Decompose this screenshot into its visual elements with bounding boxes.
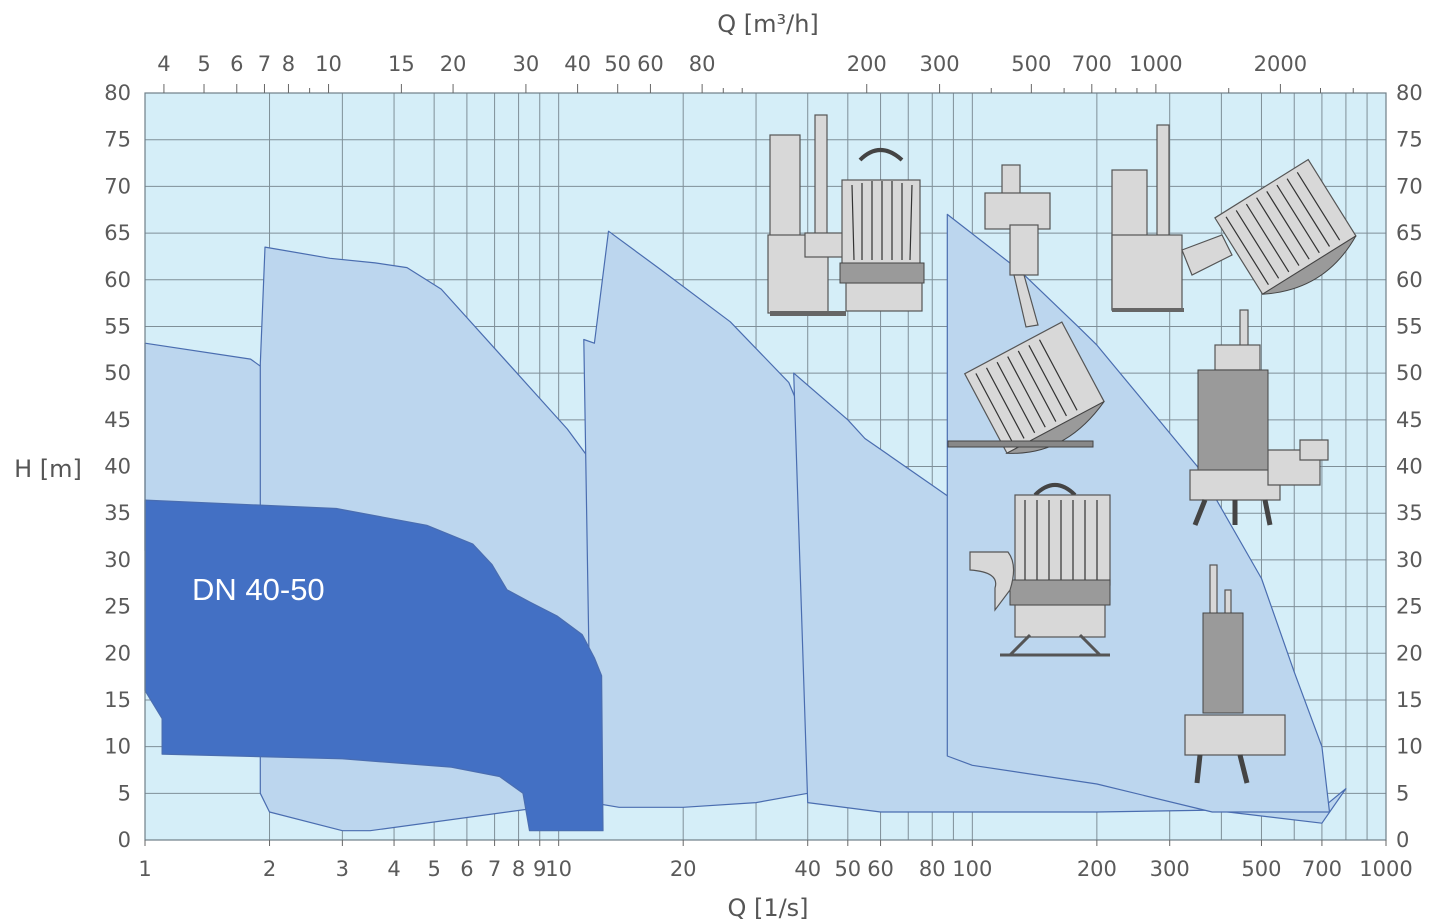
x-top-tick-label: 10 (315, 52, 342, 76)
x-bottom-tick-label: 1 (138, 857, 151, 881)
x-axis-bottom-title: Q [1/s] (727, 894, 808, 922)
plot-frame (144, 92, 1387, 841)
y-right-tick-label: 60 (1396, 268, 1423, 292)
y-left-tick-label: 5 (118, 781, 131, 805)
pump-rail-guided-icon (767, 114, 925, 316)
x-top-tick-label: 60 (637, 52, 664, 76)
y-right-tick-label: 10 (1396, 735, 1423, 759)
y-right-tick-label: 30 (1396, 548, 1423, 572)
pump-tilted-stand-icon (947, 164, 1105, 455)
x-top-tick-label: 40 (564, 52, 591, 76)
x-bottom-tick-label: 2 (263, 857, 276, 881)
x-top-tick-label: 2000 (1254, 52, 1307, 76)
x-bottom-tick-label: 80 (919, 857, 946, 881)
x-bottom-tick-label: 7 (488, 857, 501, 881)
pump-tilted-rail-icon (1111, 124, 1357, 312)
x-top-tick-label: 1000 (1129, 52, 1182, 76)
x-bottom-tick-label: 9 (533, 857, 546, 881)
x-axis-top-title: Q [m³/h] (717, 10, 819, 38)
x-bottom-tick-label: 6 (460, 857, 473, 881)
x-bottom-tick-label: 500 (1241, 857, 1281, 881)
pump-vertical-tall-icon (1189, 309, 1329, 526)
axes: 1 2 3 4 5 6 7 8 910 20 40 50 60 80 100 200 300 500 700 1000… (104, 52, 1422, 881)
y-left-tick-label: 20 (104, 641, 131, 665)
x-bottom-tick-label: 8 (512, 857, 525, 881)
y-left-tick-label: 0 (118, 828, 131, 852)
x-top-tick-label: 80 (689, 52, 716, 76)
y-right-tick-label: 0 (1396, 828, 1409, 852)
y-right-tick-label: 20 (1396, 641, 1423, 665)
x-top-tick-label: 7 (258, 52, 271, 76)
y-right-tick-label: 40 (1396, 455, 1423, 479)
x-bottom-tick-label: 1000 (1359, 857, 1412, 881)
y-left-tick-label: 30 (104, 548, 131, 572)
x-top-tick-label: 500 (1011, 52, 1051, 76)
y-left-tick-label: 50 (104, 361, 131, 385)
y-left-tick-label: 80 (104, 81, 131, 105)
y-left-tick-label: 75 (104, 128, 131, 152)
y-right-tick-label: 25 (1396, 595, 1423, 619)
x-bottom-tick-label: 100 (952, 857, 992, 881)
y-right-tick-label: 80 (1396, 81, 1423, 105)
region-dn-40-50 (144, 499, 604, 832)
x-top-tick-label: 5 (197, 52, 210, 76)
y-right-tick-label: 15 (1396, 688, 1423, 712)
x-bottom-tick-label: 40 (794, 857, 821, 881)
x-top-tick-label: 8 (282, 52, 295, 76)
x-bottom-tick-label: 5 (427, 857, 440, 881)
x-top-tick-label: 20 (440, 52, 467, 76)
x-top-tick-label: 700 (1072, 52, 1112, 76)
y-right-tick-label: 55 (1396, 314, 1423, 338)
x-top-tick-label: 4 (157, 52, 170, 76)
y-right-tick-label: 35 (1396, 501, 1423, 525)
y-right-tick-label: 75 (1396, 128, 1423, 152)
x-top-tick-label: 300 (920, 52, 960, 76)
y-right-tick-label: 5 (1396, 781, 1409, 805)
y-right-tick-label: 65 (1396, 221, 1423, 245)
y-right-tick-label: 45 (1396, 408, 1423, 432)
x-bottom-tick-label: 10 (545, 857, 572, 881)
x-top-tick-label: 6 (230, 52, 243, 76)
y-axis-title: H [m] (14, 455, 82, 483)
y-left-tick-label: 35 (104, 501, 131, 525)
x-bottom-tick-label: 4 (387, 857, 400, 881)
x-bottom-tick-label: 50 (834, 857, 861, 881)
y-left-tick-label: 15 (104, 688, 131, 712)
x-bottom-tick-label: 3 (336, 857, 349, 881)
x-top-tick-label: 15 (388, 52, 415, 76)
y-left-tick-label: 10 (104, 735, 131, 759)
x-bottom-tick-label: 300 (1150, 857, 1190, 881)
x-top-tick-label: 30 (513, 52, 540, 76)
y-left-tick-label: 60 (104, 268, 131, 292)
pump-submersible-small-icon (1184, 564, 1286, 784)
y-right-tick-label: 50 (1396, 361, 1423, 385)
y-left-tick-label: 55 (104, 314, 131, 338)
y-right-tick-label: 70 (1396, 174, 1423, 198)
y-left-tick-label: 40 (104, 455, 131, 479)
y-left-tick-label: 70 (104, 174, 131, 198)
x-bottom-tick-label: 200 (1077, 857, 1117, 881)
x-top-tick-label: 200 (847, 52, 887, 76)
y-left-tick-label: 65 (104, 221, 131, 245)
y-left-tick-label: 25 (104, 595, 131, 619)
dn-40-50-label: DN 40-50 (192, 572, 325, 607)
x-bottom-tick-label: 20 (670, 857, 697, 881)
x-bottom-tick-label: 60 (867, 857, 894, 881)
pump-standing-outlet-icon (969, 483, 1111, 657)
x-top-tick-label: 50 (604, 52, 631, 76)
y-left-tick-label: 45 (104, 408, 131, 432)
x-bottom-tick-label: 700 (1302, 857, 1342, 881)
